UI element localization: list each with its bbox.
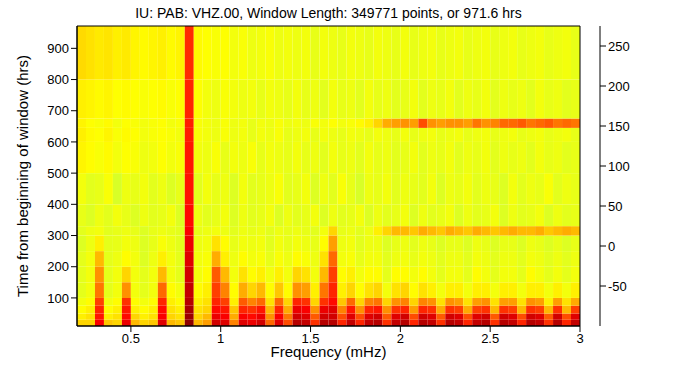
svg-text:50: 50	[608, 199, 622, 214]
svg-text:0: 0	[608, 239, 615, 254]
svg-text:400: 400	[47, 197, 69, 212]
html-text:Frequency (mHz): Frequency (mHz)	[270, 343, 387, 360]
svg-text:2: 2	[397, 331, 404, 346]
svg-text:800: 800	[47, 72, 69, 87]
svg-text:300: 300	[47, 228, 69, 243]
svg-text:100: 100	[47, 291, 69, 306]
html-text:IU: PAB: VHZ.00, Window Length: IU: PAB: VHZ.00, Window Length: 349771 p…	[135, 5, 522, 21]
svg-text:150: 150	[608, 119, 630, 134]
svg-text:250: 250	[608, 39, 630, 54]
svg-text:2.5: 2.5	[481, 331, 499, 346]
svg-text:0.5: 0.5	[122, 331, 140, 346]
svg-text:200: 200	[608, 79, 630, 94]
svg-text:500: 500	[47, 166, 69, 181]
svg-text:3: 3	[576, 331, 583, 346]
svg-text:600: 600	[47, 135, 69, 150]
svg-text:-50: -50	[608, 279, 627, 294]
svg-text:700: 700	[47, 103, 69, 118]
svg-text:1: 1	[217, 331, 224, 346]
html-text:Time from beginning of window: Time from beginning of window (hrs)	[13, 55, 31, 297]
svg-text:900: 900	[47, 41, 69, 56]
svg-text:200: 200	[47, 259, 69, 274]
svg-text:100: 100	[608, 159, 630, 174]
svg-text:1.5: 1.5	[301, 331, 320, 347]
